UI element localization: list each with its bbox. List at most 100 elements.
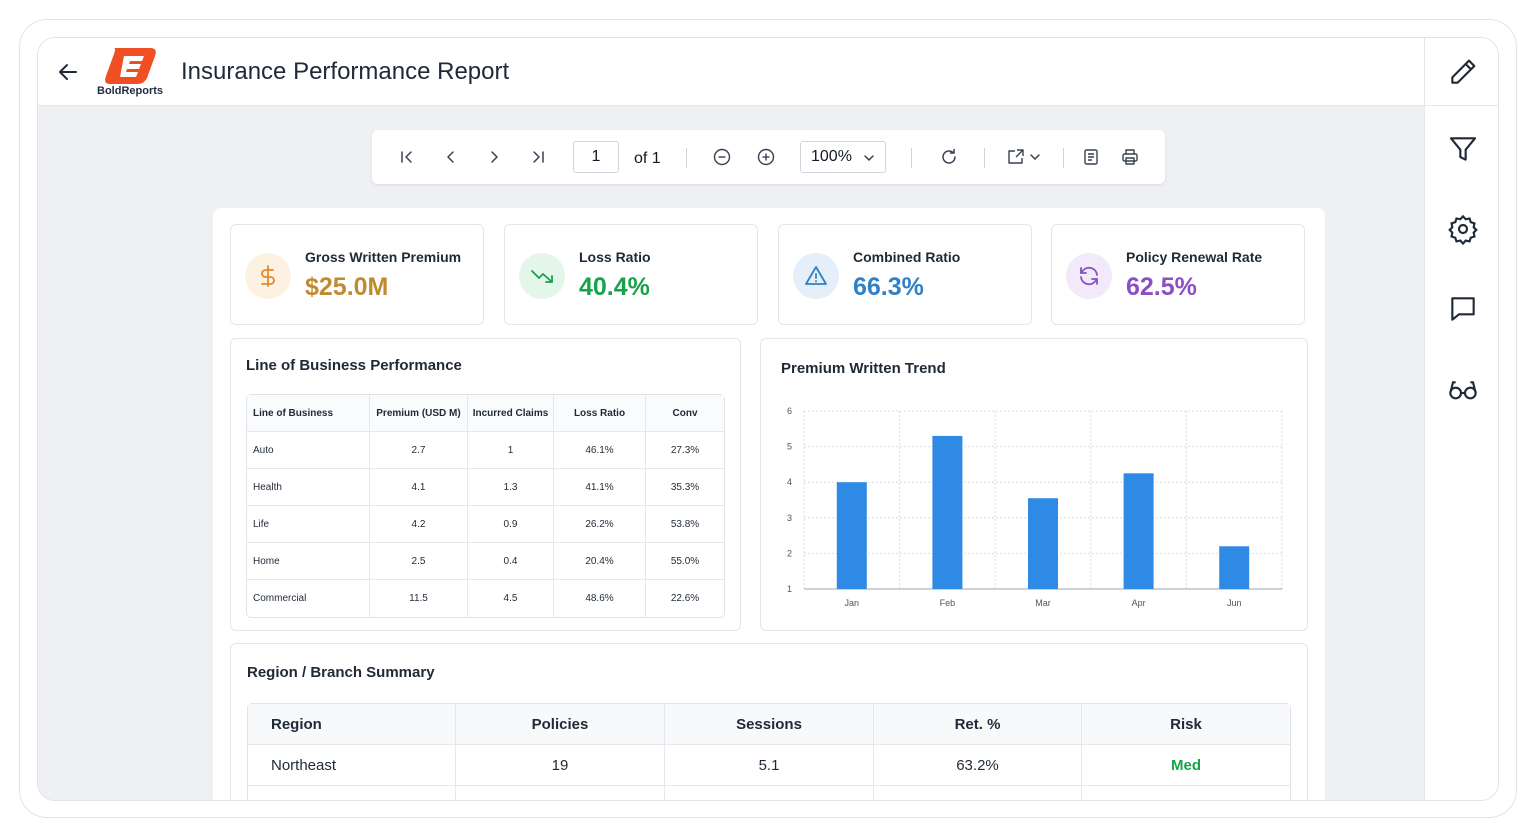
table-cell: Home	[247, 543, 370, 580]
warning-icon	[793, 253, 839, 299]
table-cell: Life	[247, 506, 370, 543]
trend-panel: Premium Written Trend 1 2 3 4 5 6 Jan Feb Mar Apr…	[760, 338, 1308, 631]
bar-mar	[1028, 498, 1058, 589]
comment-icon[interactable]	[1447, 293, 1479, 325]
kpi-card-gross-written-premium: Gross Written Premium $25.0M	[230, 224, 484, 325]
table-cell	[1082, 786, 1290, 800]
table-cell: 22.6%	[670, 593, 700, 604]
lob-panel: Line of Business Performance Line of Bus…	[230, 338, 741, 631]
y-tick-label: 5	[787, 442, 792, 452]
toolbar-divider	[911, 148, 912, 168]
back-arrow-icon[interactable]	[56, 60, 80, 84]
table-cell: 1	[468, 432, 554, 469]
table-cell: Health	[247, 469, 370, 506]
x-tick-label: Apr	[1132, 598, 1146, 608]
zoom-level-value: 100%	[811, 148, 852, 165]
settings-gear-icon[interactable]	[1447, 213, 1479, 245]
table-cell: Northeast	[248, 745, 456, 786]
risk-badge: Med	[1082, 745, 1290, 786]
table-cell: 46.1%	[554, 432, 646, 469]
document-map-icon[interactable]	[1081, 147, 1101, 167]
premium-trend-chart: 1 2 3 4 5 6 Jan Feb Mar Apr Jun	[787, 406, 1283, 608]
y-tick-label: 1	[787, 584, 792, 594]
column-header[interactable]: Ret. %	[874, 704, 1082, 745]
report-canvas[interactable]: 1 of 1 100% Gross	[38, 106, 1424, 800]
table-cell: 2.7	[370, 432, 468, 469]
table-header-row: Region Policies Sessions Ret. % Risk	[248, 704, 1290, 745]
kpi-value: 62.5%	[1126, 273, 1197, 301]
table-row: Auto 2.7 1 46.1% 27.3%	[247, 432, 724, 469]
table-cell: 0.9	[468, 506, 554, 543]
page-number-input[interactable]: 1	[573, 141, 619, 173]
column-header[interactable]: Line of Business	[247, 395, 370, 432]
table-cell: 63.2%	[874, 745, 1082, 786]
kpi-label: Loss Ratio	[579, 249, 651, 265]
refresh-icon[interactable]	[939, 147, 959, 167]
table-cell: 4.2	[370, 506, 468, 543]
next-page-icon[interactable]	[484, 147, 504, 167]
trend-title: Premium Written Trend	[781, 360, 946, 377]
bar-jan	[836, 482, 867, 589]
table-row	[248, 786, 1290, 800]
zoom-in-icon[interactable]	[756, 147, 776, 167]
table-row: Home 2.5 0.4 20.4% 55.0%	[247, 543, 724, 580]
export-icon[interactable]	[1006, 147, 1026, 167]
y-tick-label: 4	[787, 477, 792, 487]
table-cell: Commercial	[247, 580, 370, 617]
y-tick-label: 3	[787, 513, 792, 523]
toolbar-divider	[984, 148, 985, 168]
kpi-value: 40.4%	[579, 273, 650, 301]
bar-feb	[932, 435, 963, 589]
table-cell: 26.2%	[554, 506, 646, 543]
x-tick-label: Jun	[1227, 598, 1242, 608]
x-tick-label: Jan	[845, 598, 860, 608]
first-page-icon[interactable]	[397, 147, 417, 167]
column-header[interactable]: Region	[248, 704, 456, 745]
bar-apr	[1123, 473, 1154, 589]
column-header[interactable]: Incurred Claims	[468, 395, 554, 432]
table-cell: 2.5	[370, 543, 468, 580]
column-header[interactable]: Premium (USD M)	[370, 395, 468, 432]
table-row: Life 4.2 0.9 26.2% 53.8%	[247, 506, 724, 543]
table-cell: 53.8%	[646, 506, 724, 543]
zoom-level-select[interactable]: 100%	[800, 141, 886, 173]
zoom-out-icon[interactable]	[712, 147, 732, 167]
bar-jun	[1219, 546, 1250, 589]
y-tick-label: 2	[787, 548, 792, 558]
logo-text: BoldReports	[97, 85, 163, 97]
table-cell: 4.5	[468, 580, 554, 617]
edit-pencil-icon[interactable]	[1447, 56, 1479, 88]
table-cell: 4.1	[370, 469, 468, 506]
last-page-icon[interactable]	[528, 147, 548, 167]
column-header[interactable]: Policies	[456, 704, 665, 745]
region-panel: Region / Branch Summary Region Policies …	[230, 643, 1308, 800]
previous-page-icon[interactable]	[441, 147, 461, 167]
kpi-label: Policy Renewal Rate	[1126, 249, 1263, 265]
table-cell: 0.4	[468, 543, 554, 580]
refresh-icon	[1066, 253, 1112, 299]
export-chevron-icon[interactable]	[1029, 151, 1041, 163]
kpi-label: Gross Written Premium	[305, 249, 462, 265]
lob-title: Line of Business Performance	[246, 357, 462, 374]
table-cell: 41.1%	[554, 469, 646, 506]
column-header[interactable]: Loss Ratio	[554, 395, 646, 432]
print-icon[interactable]	[1120, 147, 1140, 167]
app-window: BoldReports Insurance Performance Report	[37, 37, 1499, 801]
rail-edit-section	[1425, 38, 1498, 106]
column-header[interactable]: Risk	[1082, 704, 1290, 745]
table-cell: 19	[456, 745, 665, 786]
filter-icon[interactable]	[1447, 133, 1479, 165]
page-count-label: of 1	[634, 150, 661, 167]
column-header[interactable]: Sessions	[665, 704, 874, 745]
table-cell	[456, 786, 665, 800]
y-tick-label: 6	[787, 406, 792, 416]
toolbar-divider	[1063, 148, 1064, 168]
preview-glasses-icon[interactable]	[1447, 373, 1479, 405]
table-cell: 11.5	[370, 580, 468, 617]
x-tick-label: Mar	[1035, 598, 1051, 608]
kpi-value: $25.0M	[305, 273, 389, 301]
kpi-value: 66.3%	[853, 273, 924, 301]
page-title: Insurance Performance Report	[181, 58, 510, 85]
toolbar-divider	[686, 148, 687, 168]
column-header[interactable]: Conv	[646, 395, 724, 432]
